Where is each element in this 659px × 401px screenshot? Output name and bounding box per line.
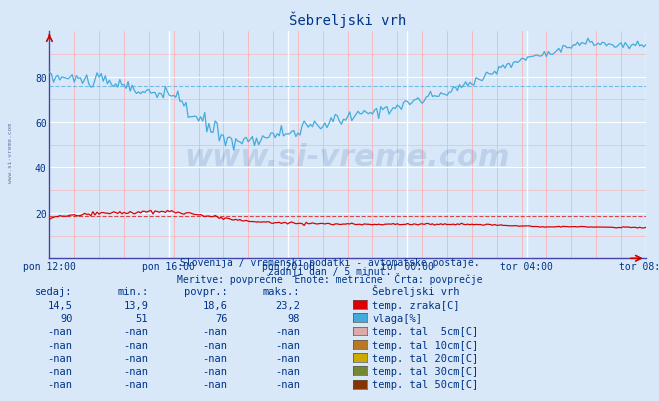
Text: temp. tal 50cm[C]: temp. tal 50cm[C] xyxy=(372,379,478,389)
Text: zadnji dan / 5 minut.: zadnji dan / 5 minut. xyxy=(268,266,391,276)
Text: -nan: -nan xyxy=(47,340,72,350)
Text: 90: 90 xyxy=(60,313,72,323)
Text: -nan: -nan xyxy=(123,379,148,389)
Text: -nan: -nan xyxy=(275,379,300,389)
Text: -nan: -nan xyxy=(275,366,300,376)
Text: -nan: -nan xyxy=(275,353,300,363)
Text: -nan: -nan xyxy=(123,326,148,336)
Text: www.si-vreme.com: www.si-vreme.com xyxy=(8,122,13,182)
Text: povpr.:: povpr.: xyxy=(184,287,227,297)
Text: 14,5: 14,5 xyxy=(47,300,72,310)
Text: 98: 98 xyxy=(287,313,300,323)
Text: -nan: -nan xyxy=(202,353,227,363)
Title: Šebreljski vrh: Šebreljski vrh xyxy=(289,12,406,28)
Text: -nan: -nan xyxy=(47,326,72,336)
Text: temp. tal 20cm[C]: temp. tal 20cm[C] xyxy=(372,353,478,363)
Text: 13,9: 13,9 xyxy=(123,300,148,310)
Text: Slovenija / vremenski podatki - avtomatske postaje.: Slovenija / vremenski podatki - avtomats… xyxy=(180,257,479,267)
Text: temp. tal 30cm[C]: temp. tal 30cm[C] xyxy=(372,366,478,376)
Text: min.:: min.: xyxy=(117,287,148,297)
Text: -nan: -nan xyxy=(47,353,72,363)
Text: vlaga[%]: vlaga[%] xyxy=(372,313,422,323)
Text: -nan: -nan xyxy=(123,366,148,376)
Text: -nan: -nan xyxy=(202,379,227,389)
Text: -nan: -nan xyxy=(123,340,148,350)
Text: Šebreljski vrh: Šebreljski vrh xyxy=(372,285,460,297)
Text: -nan: -nan xyxy=(202,326,227,336)
Text: -nan: -nan xyxy=(202,340,227,350)
Text: www.si-vreme.com: www.si-vreme.com xyxy=(185,142,511,171)
Text: -nan: -nan xyxy=(47,366,72,376)
Text: temp. tal 10cm[C]: temp. tal 10cm[C] xyxy=(372,340,478,350)
Text: maks.:: maks.: xyxy=(262,287,300,297)
Text: 23,2: 23,2 xyxy=(275,300,300,310)
Text: 76: 76 xyxy=(215,313,227,323)
Text: -nan: -nan xyxy=(47,379,72,389)
Text: sedaj:: sedaj: xyxy=(35,287,72,297)
Text: -nan: -nan xyxy=(275,326,300,336)
Text: -nan: -nan xyxy=(275,340,300,350)
Text: -nan: -nan xyxy=(123,353,148,363)
Text: 51: 51 xyxy=(136,313,148,323)
Text: temp. tal  5cm[C]: temp. tal 5cm[C] xyxy=(372,326,478,336)
Text: -nan: -nan xyxy=(202,366,227,376)
Text: Meritve: povprečne  Enote: metrične  Črta: povprečje: Meritve: povprečne Enote: metrične Črta:… xyxy=(177,272,482,284)
Text: 18,6: 18,6 xyxy=(202,300,227,310)
Text: temp. zraka[C]: temp. zraka[C] xyxy=(372,300,460,310)
